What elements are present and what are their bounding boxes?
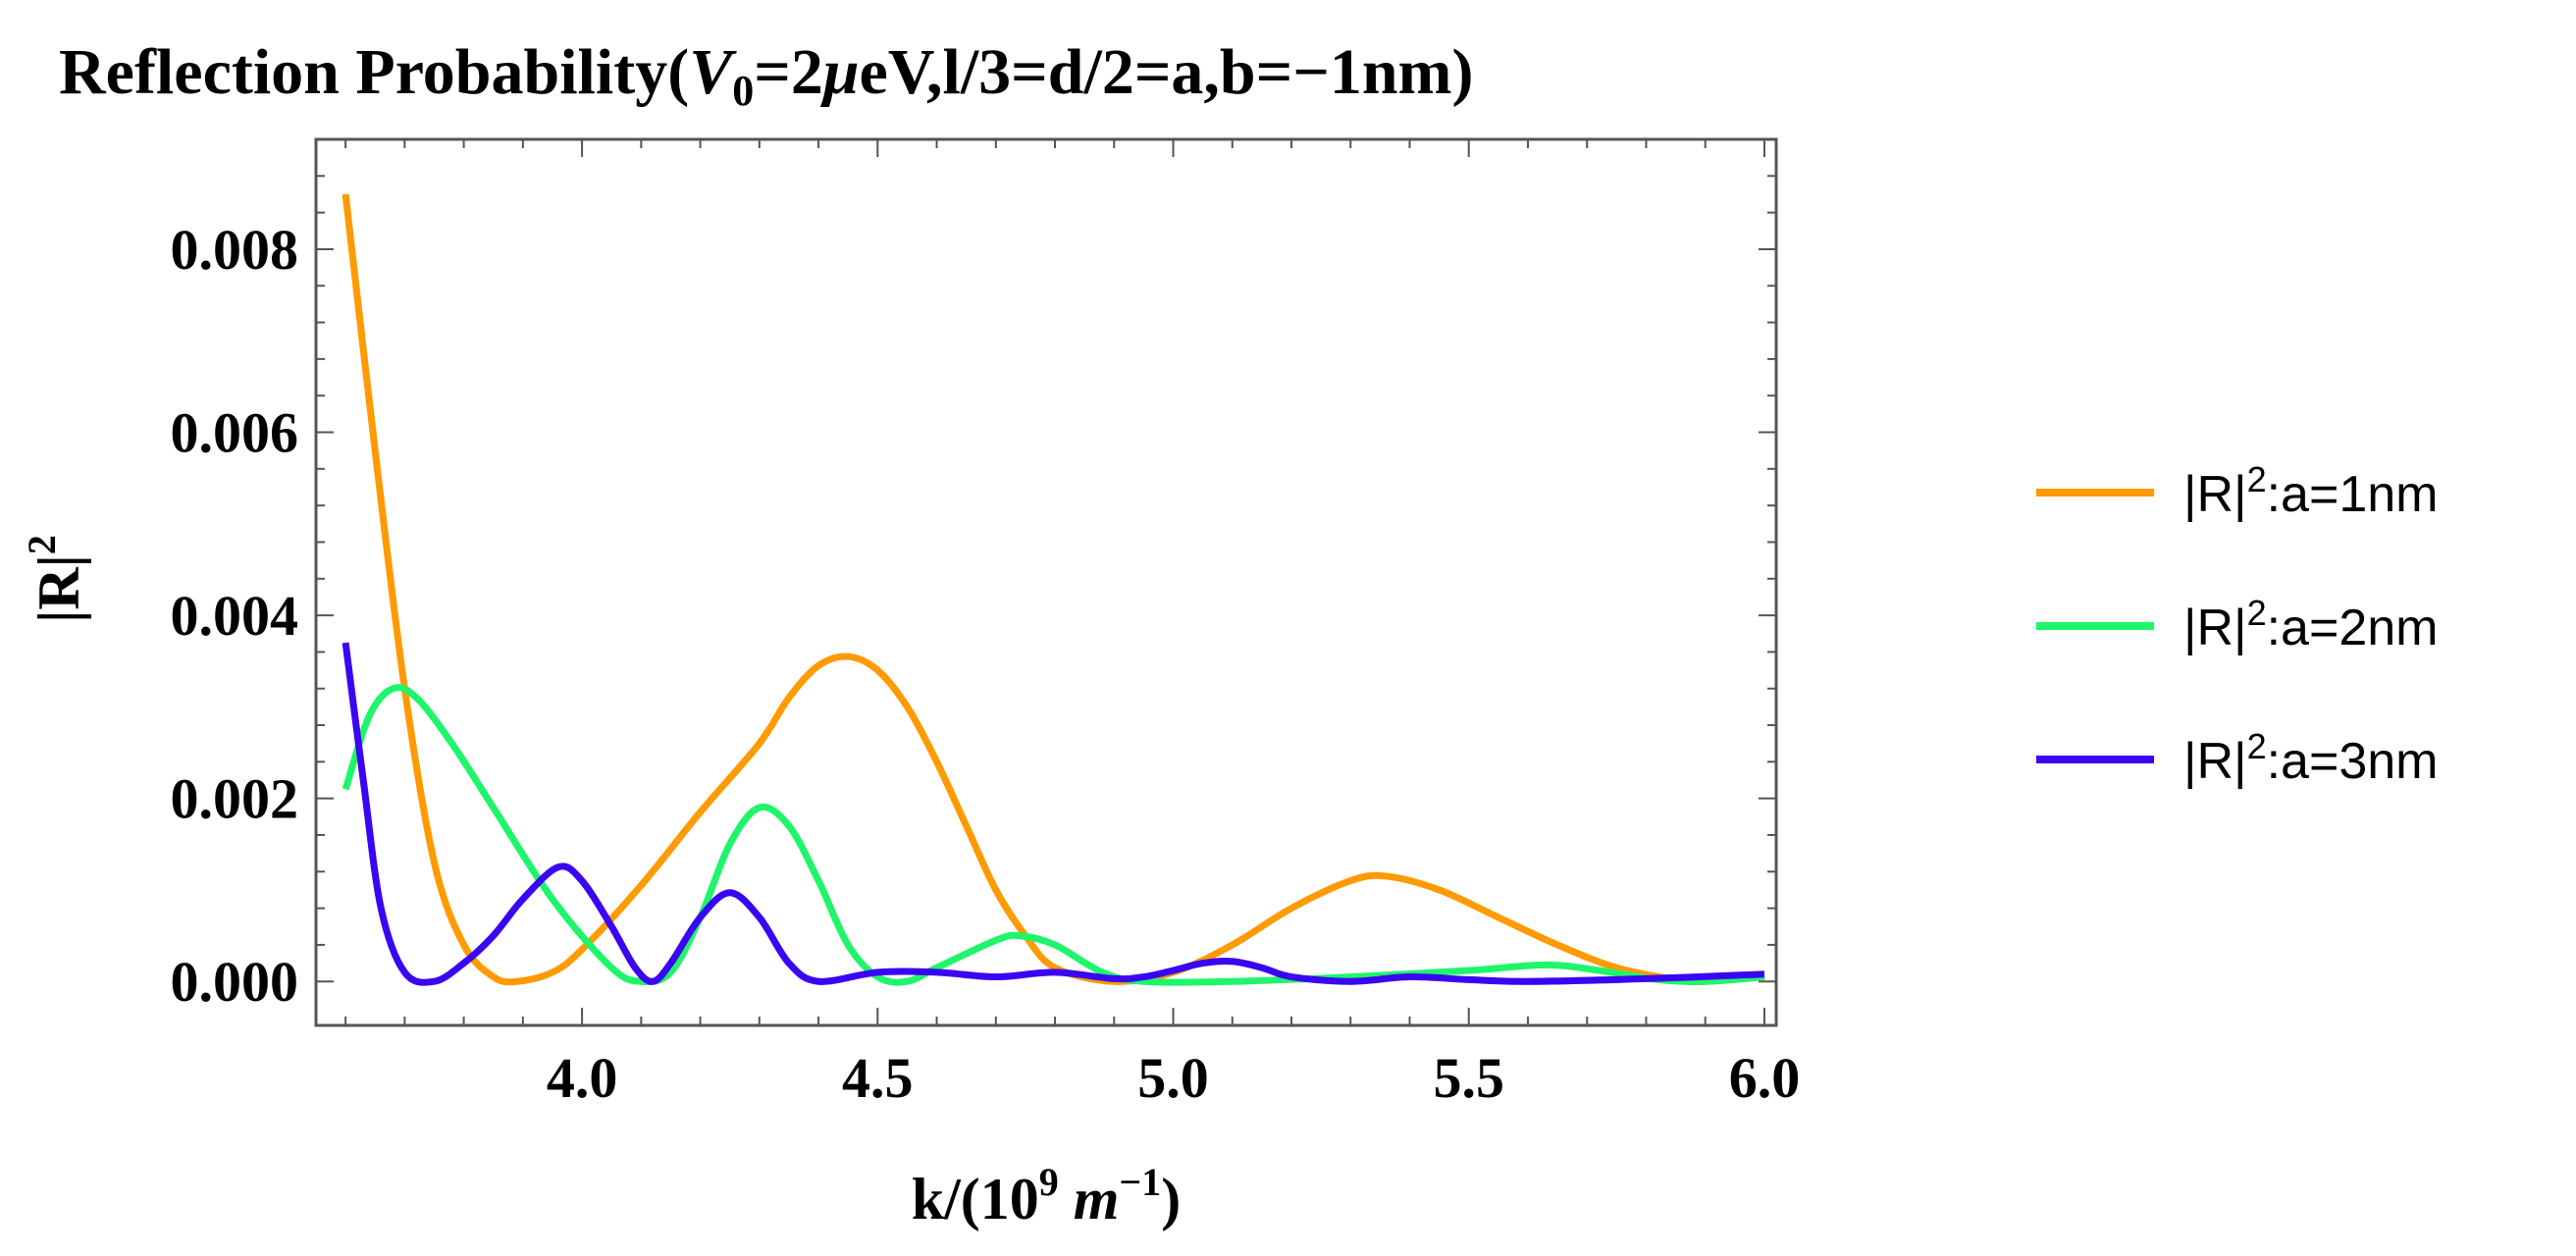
y-tick-label: 0.004 xyxy=(171,584,299,648)
x-tick-label: 4.0 xyxy=(547,1046,618,1110)
legend-label-3: |R|2:a=3nm xyxy=(2183,726,2439,790)
x-axis-label: k/(109 m−1) xyxy=(912,1160,1181,1231)
y-tick-label: 0.006 xyxy=(171,401,299,465)
x-axis-ticks: 4.0 4.5 5.0 5.5 6.0 xyxy=(344,139,1801,1110)
y-axis-ticks: 0.000 0.002 0.004 0.006 0.008 xyxy=(171,175,1776,1014)
legend-label-1: |R|2:a=1nm xyxy=(2183,459,2439,523)
y-tick-label: 0.008 xyxy=(171,218,299,282)
x-tick-label: 6.0 xyxy=(1729,1046,1801,1110)
x-tick-label: 5.5 xyxy=(1433,1046,1504,1110)
y-tick-label: 0.002 xyxy=(171,767,299,831)
series-line-3 xyxy=(342,642,1765,986)
legend-label-2: |R|2:a=2nm xyxy=(2183,593,2439,656)
series-line-2 xyxy=(342,684,1765,986)
plot-frame xyxy=(314,137,1778,1027)
legend: |R|2:a=1nm |R|2:a=2nm |R|2:a=3nm xyxy=(2036,459,2439,790)
y-tick-label: 0.000 xyxy=(171,950,299,1014)
series-line-1 xyxy=(342,193,1765,986)
y-axis-label: |R|2 xyxy=(20,535,91,623)
series-layer xyxy=(342,193,1765,986)
x-tick-label: 4.5 xyxy=(842,1046,914,1110)
x-tick-label: 5.0 xyxy=(1137,1046,1209,1110)
chart-title: Reflection Probability(V0=2μeV,l/3=d/2=a… xyxy=(59,36,1474,115)
